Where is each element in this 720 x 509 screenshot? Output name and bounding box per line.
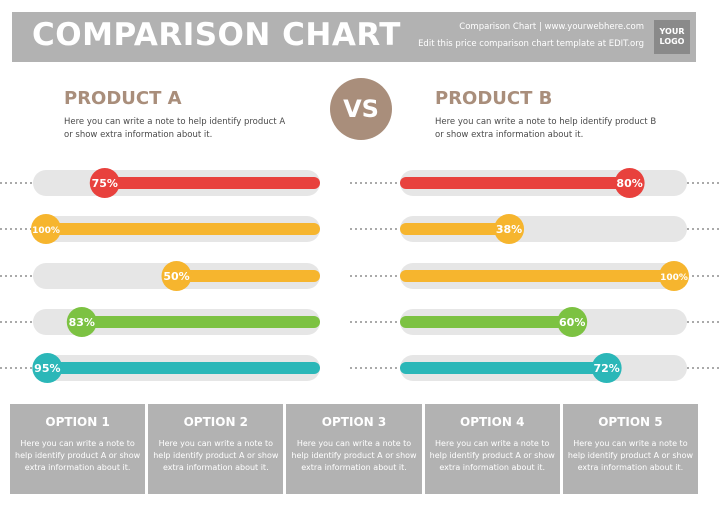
- logo-text-line1: YOUR: [659, 27, 685, 36]
- bar-marker-b: [494, 214, 525, 244]
- bar-marker-a: [32, 353, 63, 383]
- data-label-b: 80%: [616, 177, 642, 190]
- option-note-line: help identify product A or show: [567, 451, 693, 460]
- option-note-line: Here you can write a note to: [435, 439, 550, 448]
- data-label-b: 72%: [593, 362, 619, 375]
- option-note: Here you can write a note to help identif…: [148, 438, 283, 474]
- product-b-note-line1: Here you can write a note to help identi…: [435, 117, 657, 127]
- comparison-chart: 75% 80% 100% 38% 50% 100% 83% 60% 95% 72%: [0, 168, 720, 383]
- bar-product-a: [104, 177, 320, 189]
- option-note-line: Here you can write a note to: [296, 439, 412, 448]
- option-note-line: Here you can write a note to: [158, 439, 273, 448]
- logo-placeholder: YOUR LOGO: [654, 20, 690, 54]
- bar-marker-a: [66, 307, 97, 337]
- option-card-4: OPTION 4 Here you can write a note to help…: [424, 404, 560, 494]
- bar-product-a: [47, 362, 320, 374]
- header-website-line: Comparison Chart | www.yourwebhere.com: [459, 22, 644, 32]
- option-note-line: extra information about it.: [301, 463, 407, 472]
- option-note-line: help identify product A or show: [15, 451, 141, 460]
- option-note: Here you can write a note to help identif…: [10, 438, 145, 474]
- product-b-note-line2: or show extra information about it.: [435, 130, 584, 140]
- bar-product-b: [400, 316, 573, 328]
- product-b-note: Here you can write a note to help identi…: [435, 116, 665, 142]
- bar-marker-a: [161, 261, 192, 291]
- options-row: OPTION 1 Here you can write a note to help…: [10, 404, 699, 494]
- option-note-line: extra information about it.: [162, 463, 269, 472]
- option-note-line: extra information about it.: [24, 463, 131, 472]
- option-title: OPTION 2: [183, 415, 249, 429]
- option-card-1: OPTION 1 Here you can write a note to help…: [10, 404, 146, 494]
- data-label-a: 83%: [69, 316, 95, 329]
- bar-marker-b: [591, 353, 622, 383]
- option-title: OPTION 1: [45, 415, 110, 429]
- header-edit-line: Edit this price comparison chart templat…: [418, 39, 644, 49]
- product-a-note-line2: or show extra information about it.: [64, 130, 213, 140]
- page-title: COMPARISON CHART: [32, 17, 401, 53]
- option-title: OPTION 4: [460, 415, 525, 429]
- bar-marker-b: [614, 168, 645, 198]
- option-note-line: extra information about it.: [439, 463, 546, 472]
- bar-product-b: [400, 270, 674, 282]
- option-title: OPTION 5: [598, 415, 663, 429]
- bar-product-b: [400, 177, 630, 189]
- product-a-note-line1: Here you can write a note to help identi…: [64, 117, 286, 127]
- option-note: Here you can write a note to help identif…: [425, 438, 560, 474]
- data-label-b: 100%: [660, 273, 688, 283]
- bar-product-b: [400, 362, 607, 374]
- bar-product-b: [400, 223, 510, 235]
- bar-product-a: [81, 316, 320, 328]
- bar-marker-b: [557, 307, 588, 337]
- option-title: OPTION 3: [321, 415, 387, 429]
- option-card-2: OPTION 2 Here you can write a note to help…: [148, 404, 284, 494]
- data-label-a: 100%: [32, 226, 60, 236]
- bar-marker-b: [659, 261, 689, 291]
- bar-product-a: [176, 270, 320, 282]
- option-card-3: OPTION 3 Here you can write a note to help…: [286, 404, 422, 494]
- track-b: [400, 216, 687, 242]
- data-label-a: 95%: [34, 362, 60, 375]
- option-note-line: help identify product A or show: [153, 451, 279, 460]
- vs-badge: VS: [330, 78, 392, 140]
- option-note-line: help identify product A or show: [429, 451, 555, 460]
- data-label-a: 50%: [163, 270, 189, 283]
- data-label-b: 38%: [496, 223, 522, 236]
- logo-text-line2: LOGO: [659, 37, 685, 46]
- option-note-line: Here you can write a note to: [573, 439, 688, 448]
- data-label-a: 75%: [92, 177, 118, 190]
- product-a-note: Here you can write a note to help identi…: [64, 116, 294, 142]
- product-a-title: PRODUCT A: [64, 88, 182, 109]
- bar-marker-a: [89, 168, 120, 198]
- header-banner: COMPARISON CHART Comparison Chart | www.…: [12, 12, 696, 62]
- product-b-title: PRODUCT B: [435, 88, 553, 109]
- option-note-line: Here you can write a note to: [20, 439, 135, 448]
- vs-label: VS: [343, 95, 379, 123]
- option-note: Here you can write a note to help identif…: [286, 438, 421, 474]
- option-card-5: OPTION 5 Here you can write a note to help…: [562, 404, 699, 494]
- option-note: Here you can write a note to help identif…: [563, 438, 698, 474]
- bar-product-a: [46, 223, 320, 235]
- bar-marker-a: [31, 214, 61, 244]
- option-note-line: extra information about it.: [577, 463, 684, 472]
- option-note-line: help identify product A or show: [291, 451, 417, 460]
- data-label-b: 60%: [559, 316, 585, 329]
